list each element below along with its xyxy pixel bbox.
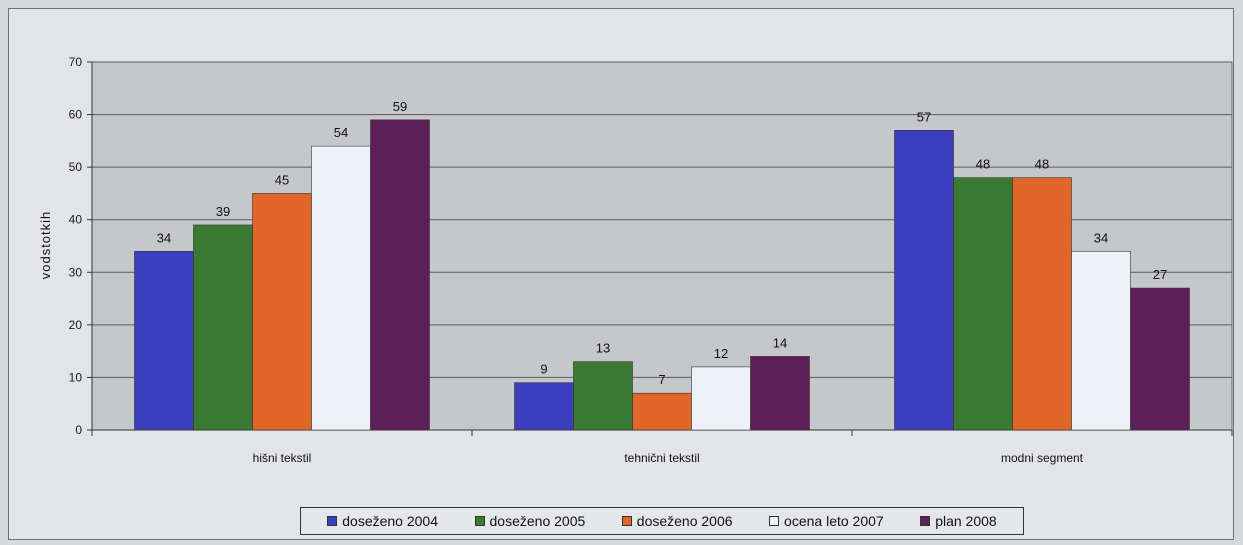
y-tick-label: 0 — [75, 423, 82, 437]
category-label: tehnični tekstil — [624, 451, 699, 465]
legend-swatch — [621, 516, 632, 526]
legend-item: plan 2008 — [920, 513, 997, 529]
data-label: 54 — [334, 125, 348, 140]
data-label: 14 — [773, 335, 787, 350]
bar — [193, 224, 253, 431]
legend-swatch — [474, 516, 485, 526]
y-tick-label: 30 — [69, 265, 83, 279]
data-label: 9 — [540, 362, 547, 377]
data-label: 45 — [275, 172, 289, 187]
data-label: 7 — [658, 372, 665, 387]
data-label: 59 — [393, 99, 407, 114]
legend-label: plan 2008 — [935, 513, 997, 529]
y-tick-label: 60 — [69, 108, 83, 122]
legend-label: doseženo 2005 — [489, 513, 586, 529]
legend-label: doseženo 2006 — [636, 513, 733, 529]
legend-item: ocena leto 2007 — [769, 513, 884, 529]
legend-item: doseženo 2006 — [621, 513, 733, 529]
legend: doseženo 2004 doseženo 2005 doseženo 2006 o… — [300, 507, 1024, 535]
data-label: 39 — [216, 204, 230, 219]
legend-item: doseženo 2005 — [474, 513, 586, 529]
data-label: 34 — [157, 230, 171, 245]
bar — [370, 119, 430, 431]
legend-swatch — [920, 516, 931, 526]
legend-label: doseženo 2004 — [342, 513, 439, 529]
bar — [691, 366, 751, 431]
bar — [311, 145, 371, 431]
bar — [953, 177, 1013, 431]
bar — [1012, 177, 1072, 431]
legend-item: doseženo 2004 — [327, 513, 438, 529]
bar — [632, 392, 692, 431]
bar — [894, 130, 954, 431]
y-tick-label: 40 — [69, 213, 83, 227]
bar — [1130, 287, 1190, 431]
category-label: modni segment — [1001, 451, 1084, 465]
bar — [1071, 250, 1131, 431]
y-tick-label: 70 — [69, 55, 83, 69]
bar — [252, 193, 312, 431]
category-label: hišni tekstil — [253, 451, 312, 465]
legend-swatch — [769, 516, 780, 526]
data-label: 57 — [917, 109, 931, 124]
bar — [750, 356, 810, 431]
bar — [514, 382, 574, 431]
y-tick-label: 20 — [69, 318, 83, 332]
y-axis-title: vodstotkih — [38, 211, 53, 280]
data-label: 13 — [596, 341, 610, 356]
data-label: 27 — [1153, 267, 1167, 282]
data-label: 12 — [714, 346, 728, 361]
y-tick-label: 10 — [69, 370, 83, 384]
bar — [134, 250, 194, 431]
legend-swatch — [327, 516, 338, 526]
data-label: 48 — [976, 157, 990, 172]
data-label: 34 — [1094, 230, 1108, 245]
data-label: 48 — [1035, 157, 1049, 172]
legend-label: ocena leto 2007 — [784, 513, 884, 529]
bar — [573, 361, 633, 431]
y-tick-label: 50 — [69, 160, 83, 174]
